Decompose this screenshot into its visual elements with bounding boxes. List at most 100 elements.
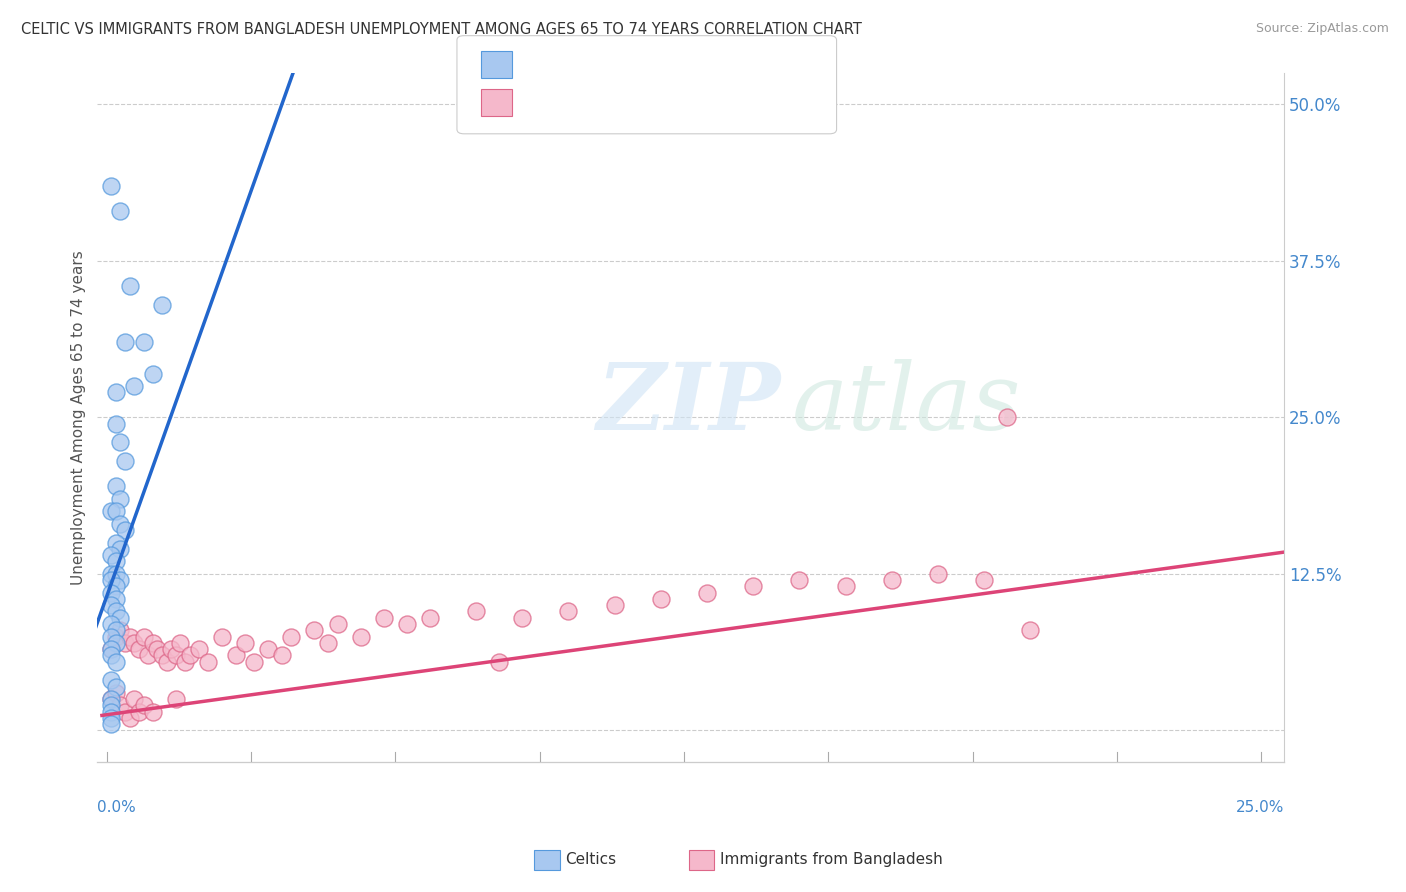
Point (124, 636, 146, 650)
Text: 0.0%: 0.0% (97, 799, 136, 814)
Point (114, 523, 136, 537)
Point (100, 717, 122, 731)
Point (110, 435, 132, 450)
Point (100, 585, 122, 599)
Point (188, 642, 211, 657)
Text: Immigrants from Bangladesh: Immigrants from Bangladesh (720, 853, 942, 867)
Point (100, 617, 122, 632)
Point (146, 642, 169, 657)
Point (142, 367, 165, 381)
Point (304, 624, 326, 638)
Point (142, 636, 165, 650)
Point (104, 624, 127, 638)
Point (104, 479, 127, 493)
Text: Source: ZipAtlas.com: Source: ZipAtlas.com (1256, 22, 1389, 36)
Point (316, 636, 339, 650)
Point (110, 516, 132, 531)
Point (510, 611, 533, 625)
Point (165, 692, 187, 706)
Point (124, 692, 146, 706)
Point (179, 648, 201, 663)
Point (110, 203, 132, 218)
Point (104, 385, 127, 400)
Point (100, 630, 122, 644)
Point (880, 573, 903, 587)
Point (104, 630, 127, 644)
Point (136, 648, 159, 663)
Point (142, 705, 165, 719)
Point (100, 711, 122, 725)
Point (165, 648, 187, 663)
Text: 25.0%: 25.0% (1236, 799, 1284, 814)
Text: N =: N = (640, 57, 676, 71)
Point (488, 655, 510, 669)
Point (100, 642, 122, 657)
Point (100, 573, 122, 587)
Point (150, 298, 173, 312)
Point (557, 605, 579, 619)
Point (211, 630, 233, 644)
Text: 0.337: 0.337 (555, 94, 609, 112)
Point (104, 591, 127, 606)
Point (280, 630, 302, 644)
Point (128, 642, 150, 657)
Point (156, 655, 179, 669)
Point (326, 617, 349, 632)
Point (132, 630, 155, 644)
Point (100, 705, 122, 719)
Point (104, 680, 127, 694)
Point (197, 655, 219, 669)
Text: ZIP: ZIP (596, 359, 780, 449)
Point (132, 698, 155, 713)
Point (104, 655, 127, 669)
Point (100, 648, 122, 663)
Point (100, 599, 122, 613)
Point (419, 611, 441, 625)
Point (104, 504, 127, 518)
Point (742, 579, 765, 593)
Point (110, 698, 132, 713)
Point (104, 554, 127, 568)
Y-axis label: Unemployment Among Ages 65 to 74 years: Unemployment Among Ages 65 to 74 years (72, 250, 86, 585)
Point (225, 648, 247, 663)
Point (100, 673, 122, 688)
Point (243, 655, 266, 669)
Point (104, 417, 127, 431)
Point (110, 573, 132, 587)
Text: N =: N = (640, 95, 676, 110)
Point (110, 611, 132, 625)
Point (160, 642, 183, 657)
Point (114, 636, 136, 650)
Point (110, 491, 132, 506)
Point (104, 686, 127, 700)
Text: R =: R = (520, 95, 555, 110)
Text: 59: 59 (675, 94, 697, 112)
Point (271, 648, 294, 663)
Point (465, 605, 488, 619)
Point (100, 692, 122, 706)
Point (789, 573, 811, 587)
Point (114, 335, 136, 350)
Point (174, 655, 197, 669)
Point (104, 579, 127, 593)
Point (118, 630, 141, 644)
Point (169, 636, 191, 650)
Point (124, 379, 146, 393)
Point (110, 541, 132, 556)
Point (118, 711, 141, 725)
Point (696, 585, 718, 599)
Point (650, 591, 672, 606)
Point (118, 278, 141, 293)
Point (104, 566, 127, 581)
Text: 0.420: 0.420 (555, 55, 607, 73)
Point (233, 636, 256, 650)
Point (373, 611, 395, 625)
Point (834, 579, 856, 593)
Text: Celtics: Celtics (565, 853, 616, 867)
Point (100, 692, 122, 706)
Point (395, 617, 418, 632)
Point (100, 642, 122, 657)
Point (104, 605, 127, 619)
Point (128, 705, 150, 719)
Point (995, 410, 1018, 425)
